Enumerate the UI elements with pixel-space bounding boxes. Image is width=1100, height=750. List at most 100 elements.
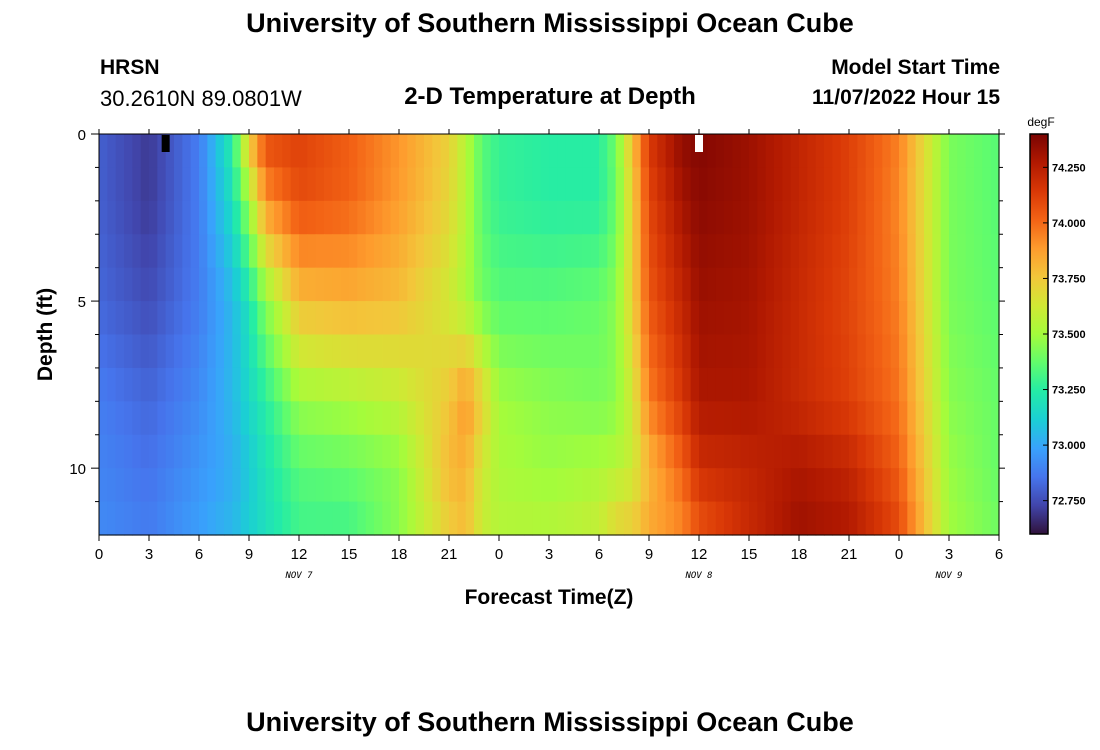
- heatmap-cell: [890, 468, 900, 503]
- heatmap-cell: [932, 401, 942, 436]
- heatmap-cell: [590, 468, 600, 503]
- heatmap-cell: [532, 468, 542, 503]
- heatmap-cell: [299, 501, 308, 536]
- heatmap-cell: [365, 167, 375, 202]
- heatmap-cell: [674, 134, 683, 169]
- heatmap-cell: [690, 167, 700, 202]
- heatmap-cell: [824, 401, 833, 436]
- heatmap-cell: [749, 301, 758, 336]
- heatmap-cell: [349, 234, 358, 269]
- heatmap-cell: [332, 434, 342, 469]
- heatmap-cell: [507, 267, 517, 302]
- heatmap-cell: [865, 267, 875, 302]
- heatmap-cell: [982, 301, 992, 336]
- heatmap-cell: [790, 401, 800, 436]
- heatmap-cell: [390, 367, 400, 402]
- heatmap-cell: [799, 301, 808, 336]
- heatmap-cell: [832, 434, 842, 469]
- heatmap-cell: [632, 367, 642, 402]
- heatmap-cell: [807, 367, 817, 402]
- heatmap-cell: [374, 134, 383, 169]
- heatmap-cell: [399, 301, 408, 336]
- heatmap-cell: [524, 200, 533, 235]
- heatmap-cell: [265, 301, 275, 336]
- heatmap-cell: [174, 167, 183, 202]
- heatmap-cell: [707, 301, 717, 336]
- heatmap-cell: [132, 401, 142, 436]
- heatmap-cell: [749, 434, 758, 469]
- heatmap-cell: [165, 234, 175, 269]
- heatmap-cell: [465, 367, 475, 402]
- heatmap-cell: [240, 501, 250, 536]
- heatmap-cell: [149, 501, 158, 536]
- x-tick-label: 15: [741, 546, 758, 563]
- heatmap-cell: [757, 134, 767, 169]
- heatmap-cell: [357, 334, 367, 369]
- heatmap-cell: [957, 401, 967, 436]
- heatmap-cell: [982, 167, 992, 202]
- heatmap-cell: [557, 301, 567, 336]
- x-tick-label: 9: [645, 546, 653, 563]
- heatmap-cell: [874, 301, 883, 336]
- heatmap-cell: [640, 334, 650, 369]
- heatmap-cell: [482, 434, 492, 469]
- heatmap-cell: [765, 367, 775, 402]
- heatmap-cell: [624, 401, 633, 436]
- heatmap-cell: [882, 167, 892, 202]
- heatmap-cell: [590, 267, 600, 302]
- heatmap-cell: [524, 167, 533, 202]
- heatmap-cell: [274, 134, 283, 169]
- heatmap-cell: [299, 200, 308, 235]
- heatmap-cell: [549, 401, 558, 436]
- heatmap-cell: [390, 200, 400, 235]
- heatmap-cell: [524, 301, 533, 336]
- heatmap-cell: [640, 167, 650, 202]
- heatmap-cell: [424, 434, 433, 469]
- heatmap-cell: [449, 134, 458, 169]
- heatmap-cell: [724, 401, 733, 436]
- heatmap-cell: [624, 501, 633, 536]
- heatmap-cell: [874, 167, 883, 202]
- heatmap-cell: [774, 234, 783, 269]
- heatmap-cell: [574, 501, 583, 536]
- heatmap-cell: [807, 200, 817, 235]
- heatmap-cell: [865, 367, 875, 402]
- heatmap-cell: [99, 367, 108, 402]
- heatmap-cell: [640, 434, 650, 469]
- heatmap-cell: [757, 234, 767, 269]
- heatmap-cell: [365, 267, 375, 302]
- heatmap-cell: [924, 301, 933, 336]
- heatmap-cell: [190, 334, 200, 369]
- heatmap-cell: [215, 167, 225, 202]
- heatmap-cell: [557, 134, 567, 169]
- heatmap-cell: [332, 468, 342, 503]
- heatmap-cell: [682, 501, 692, 536]
- heatmap-cell: [190, 234, 200, 269]
- heatmap-cell: [982, 501, 992, 536]
- heatmap-cell: [815, 301, 825, 336]
- heatmap-cell: [990, 134, 1000, 169]
- colorbar-tick-label: 74.250: [1052, 162, 1086, 174]
- heatmap-cell: [990, 334, 1000, 369]
- heatmap-cell: [182, 367, 192, 402]
- heatmap-cell: [115, 501, 125, 536]
- heatmap-cell: [974, 334, 983, 369]
- heatmap-cell: [382, 200, 392, 235]
- heatmap-cell: [615, 167, 625, 202]
- heatmap-cell: [824, 167, 833, 202]
- heatmap-cell: [749, 200, 758, 235]
- heatmap-cell: [507, 468, 517, 503]
- heatmap-cell: [399, 134, 408, 169]
- heatmap-cell: [240, 267, 250, 302]
- heatmap-cell: [207, 401, 217, 436]
- heatmap-cell: [532, 200, 542, 235]
- heatmap-cell: [857, 267, 867, 302]
- heatmap-cell: [199, 468, 208, 503]
- heatmap-cell: [415, 234, 425, 269]
- heatmap-cell: [407, 501, 417, 536]
- model-start-label: Model Start Time: [831, 56, 1000, 79]
- heatmap-cell: [807, 434, 817, 469]
- heatmap-cell: [832, 134, 842, 169]
- heatmap-cell: [149, 267, 158, 302]
- heatmap-cell: [774, 367, 783, 402]
